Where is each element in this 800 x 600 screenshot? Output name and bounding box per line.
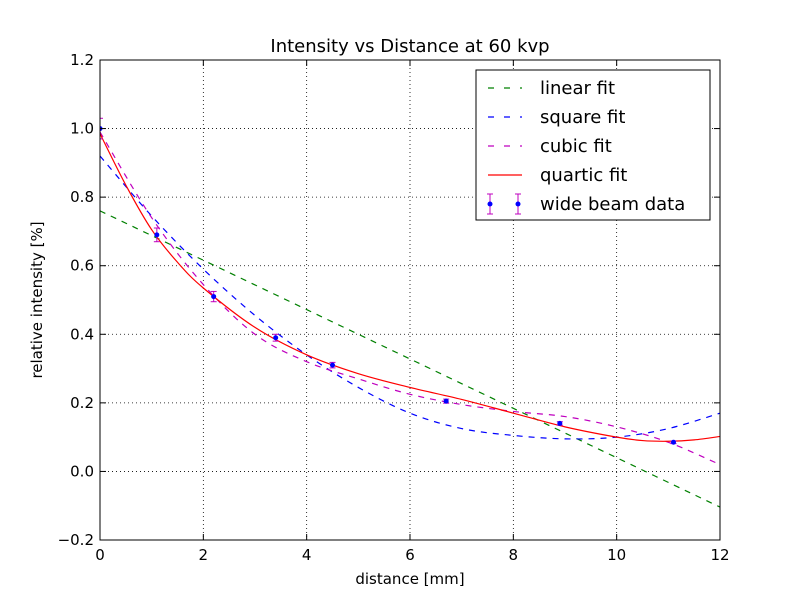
y-tick-label: −0.2: [58, 531, 94, 549]
axis-ticks: 0 2 4 6 8 10 12 −0.2 0.0 0.2 0.4 0.6 0.8 1.0 1.2: [58, 51, 730, 564]
data-point: [330, 362, 335, 368]
legend-label: wide beam data: [540, 194, 685, 215]
linear-fit-line: [100, 210, 720, 508]
y-tick-label: 0.4: [70, 325, 94, 343]
legend-label: quartic fit: [540, 165, 627, 186]
x-tick-label: 12: [710, 546, 729, 564]
chart-title: Intensity vs Distance at 60 kvp: [270, 36, 549, 57]
legend-label: square fit: [540, 107, 625, 128]
data-point: [671, 439, 676, 445]
data-point: [273, 335, 279, 341]
cubic-fit-line: [100, 131, 720, 466]
x-tick-label: 2: [199, 546, 209, 564]
plot-area: [100, 117, 720, 508]
x-tick-label: 8: [509, 546, 519, 564]
y-tick-label: 1.2: [70, 51, 94, 69]
data-point: [557, 420, 563, 426]
y-tick-label: 0.0: [70, 462, 94, 480]
x-tick-label: 6: [405, 546, 415, 564]
x-tick-label: 4: [302, 546, 312, 564]
x-tick-label: 0: [95, 546, 105, 564]
legend-box: [475, 69, 711, 221]
legend-label: cubic fit: [540, 136, 612, 157]
y-tick-label: 0.6: [70, 257, 94, 275]
legend-marker: [487, 201, 493, 207]
data-point: [443, 398, 449, 404]
quartic-fit-line: [100, 133, 720, 442]
y-axis-label: relative intensity [%]: [28, 221, 46, 378]
y-tick-label: 0.8: [70, 188, 94, 206]
legend-label: linear fit: [540, 78, 615, 99]
x-axis-label: distance [mm]: [355, 570, 464, 588]
data-point: [154, 232, 160, 238]
y-tick-label: 1.0: [70, 120, 94, 138]
y-tick-label: 0.2: [70, 394, 94, 412]
data-point: [211, 294, 217, 300]
x-tick-label: 10: [607, 546, 626, 564]
legend-marker: [515, 201, 521, 207]
legend: linear fit square fit cubic fit quartic fit…: [475, 69, 711, 221]
